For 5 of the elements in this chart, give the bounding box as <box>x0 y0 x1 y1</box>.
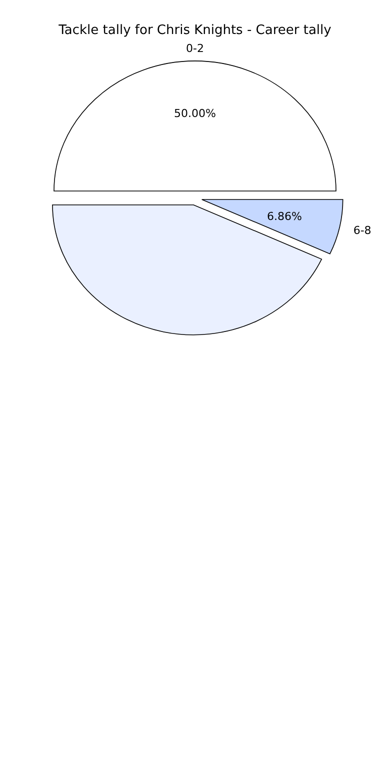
data-label: 50.00% <box>174 106 216 120</box>
chart-title: Tackle tally for Chris Knights - Career tally <box>58 23 332 38</box>
slice-label: 0-2 <box>186 42 204 55</box>
slice-label: 6-8 <box>353 224 372 237</box>
data-label: 6.86% <box>267 210 302 224</box>
